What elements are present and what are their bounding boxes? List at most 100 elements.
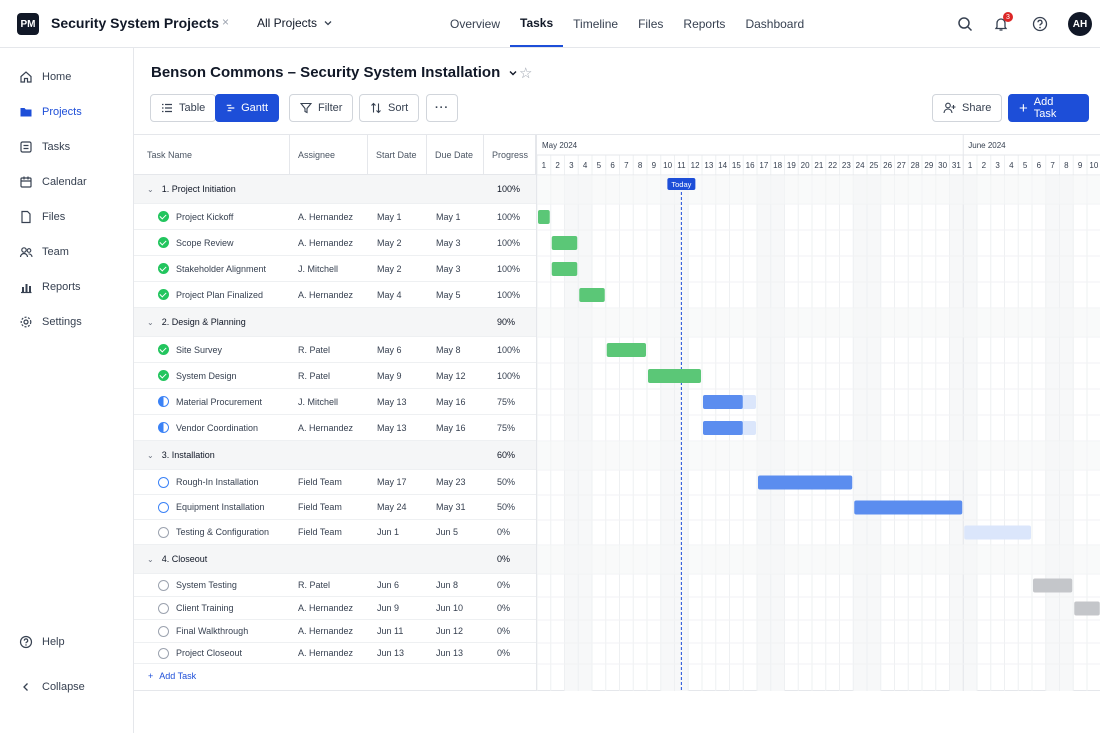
task-bar [551, 262, 578, 276]
avatar[interactable]: AH [1068, 12, 1092, 36]
status-done-icon[interactable] [158, 211, 169, 222]
collapse-button[interactable]: Collapse [19, 677, 85, 697]
reports-icon [21, 284, 32, 294]
table-row[interactable]: System Testing R. Patel Jun 6 Jun 8 0% [134, 574, 536, 597]
sidebar-item-files[interactable]: Files [19, 207, 65, 227]
column-header-task-name[interactable]: Task Name [134, 135, 290, 175]
sidebar-item-tasks[interactable]: Tasks [19, 137, 70, 157]
day-label: 25 [869, 161, 878, 170]
tab-dashboard[interactable]: Dashboard [745, 16, 805, 31]
table-row[interactable]: Site Survey R. Patel May 6 May 8 100% [134, 337, 536, 363]
day-label: 3 [995, 161, 1000, 170]
start-date-cell: Jun 6 [377, 580, 400, 590]
column-header-assignee[interactable]: Assignee [290, 135, 368, 175]
sidebar-item-help[interactable]: Help [19, 632, 65, 652]
day-label: 19 [787, 161, 796, 170]
task-name-cell: System Design [158, 363, 290, 388]
tab-overview[interactable]: Overview [450, 16, 501, 31]
start-date-cell: May 13 [377, 396, 407, 407]
status-todo-icon[interactable] [158, 526, 169, 538]
tab-tasks[interactable]: Tasks [510, 0, 564, 47]
more-icon: ··· [435, 102, 449, 114]
status-todo-icon[interactable] [158, 602, 169, 614]
chevron-down-icon[interactable]: ⌄ [147, 450, 154, 460]
sidebar-item-home[interactable]: Home [19, 67, 71, 87]
add-task-button[interactable]: + Add Task [1008, 94, 1089, 122]
share-button[interactable]: Share [932, 94, 1003, 122]
sidebar-item-projects[interactable]: Projects [19, 102, 82, 122]
gantt-view-button[interactable]: Gantt [215, 94, 279, 122]
group-row[interactable]: ⌄ 2. Design & Planning 90% [134, 308, 536, 337]
assignee-cell: J. Mitchell [298, 263, 339, 274]
table-row[interactable]: Project Kickoff A. Hernandez May 1 May 1 100… [134, 204, 536, 230]
table-row[interactable]: Final Walkthrough A. Hernandez Jun 11 Jun 1… [134, 620, 536, 643]
search-icon[interactable] [955, 14, 975, 34]
page-title[interactable]: Benson Commons – Security System Install… [151, 64, 518, 81]
task-bar [1033, 578, 1073, 593]
assignee-cell: Field Team [298, 527, 342, 537]
filter-button[interactable]: Filter [289, 94, 354, 122]
column-header-start-date[interactable]: Start Date [368, 135, 427, 175]
home-icon [20, 71, 32, 83]
star-icon[interactable]: ☆ [519, 65, 533, 82]
table-row[interactable]: Stakeholder Alignment J. Mitchell May 2 May… [134, 256, 536, 282]
status-half-icon[interactable] [158, 422, 169, 433]
help-icon[interactable] [1030, 14, 1050, 34]
chevron-down-icon[interactable]: ⌄ [147, 184, 154, 194]
progress-cell: 100% [497, 211, 521, 222]
table-row[interactable]: Vendor Coordination A. Hernandez May 13 May… [134, 415, 536, 441]
due-date-cell: Jun 10 [436, 603, 464, 613]
status-half-icon[interactable] [158, 396, 169, 407]
due-date-cell: May 8 [436, 344, 461, 355]
due-date-cell: May 16 [436, 422, 466, 433]
status-todo-icon[interactable] [158, 579, 169, 591]
group-row[interactable]: ⌄ 1. Project Initiation 100% [134, 175, 536, 204]
assignee-cell: A. Hernandez [298, 648, 354, 658]
project-select[interactable]: All Projects [257, 16, 333, 30]
status-done-icon[interactable] [158, 237, 169, 248]
column-header-due-date[interactable]: Due Date [427, 135, 484, 175]
progress-cell: 0% [497, 626, 511, 636]
tab-files[interactable]: Files [638, 16, 664, 31]
status-todo-icon[interactable] [158, 647, 169, 659]
table-view-button[interactable]: Table [150, 94, 217, 122]
status-done-icon[interactable] [158, 289, 169, 300]
table-row[interactable]: Client Training A. Hernandez Jun 9 Jun 10 0% [134, 597, 536, 620]
table-row[interactable]: Testing & Configuration Field Team Jun 1 Ju… [134, 520, 536, 545]
day-label: 27 [897, 161, 906, 170]
column-header-progress[interactable]: Progress [484, 135, 536, 175]
table-row[interactable]: Material Procurement J. Mitchell May 13 May… [134, 389, 536, 415]
start-date-cell: Jun 1 [377, 527, 400, 537]
status-open-icon[interactable] [158, 476, 169, 488]
status-done-icon[interactable] [158, 263, 169, 274]
assignee-cell: A. Hernandez [298, 422, 354, 433]
tab-timeline[interactable]: Timeline [573, 16, 619, 31]
group-row[interactable]: ⌄ 3. Installation 60% [134, 441, 536, 470]
tab-reports[interactable]: Reports [683, 16, 726, 31]
table-row[interactable]: Equipment Installation Field Team May 24 Ma… [134, 495, 536, 520]
sort-button[interactable]: Sort [359, 94, 420, 122]
table-row[interactable]: Scope Review A. Hernandez May 2 May 3 100% [134, 230, 536, 256]
sidebar-item-calendar[interactable]: Calendar [19, 172, 87, 192]
share-label: Share [962, 102, 992, 114]
status-open-icon[interactable] [158, 501, 169, 513]
gantt-view-label: Gantt [241, 102, 268, 114]
close-icon[interactable]: × [222, 15, 230, 29]
task-bar [758, 475, 853, 490]
project-select-label: All Projects [257, 16, 318, 30]
status-todo-icon[interactable] [158, 625, 169, 637]
table-row[interactable]: System Design R. Patel May 9 May 12 100% [134, 363, 536, 389]
table-row[interactable]: Project Closeout A. Hernandez Jun 13 Jun 13… [134, 643, 536, 664]
table-row[interactable]: Rough-In Installation Field Team May 17 May… [134, 470, 536, 495]
add-task-link[interactable]: + Add Task [148, 671, 196, 681]
status-done-icon[interactable] [158, 344, 169, 355]
group-row[interactable]: ⌄ 4. Closeout 0% [134, 545, 536, 574]
chevron-down-icon[interactable]: ⌄ [147, 554, 154, 564]
chevron-down-icon[interactable]: ⌄ [147, 317, 154, 327]
sidebar-item-settings[interactable]: Settings [19, 312, 82, 332]
table-row[interactable]: Project Plan Finalized A. Hernandez May 4 M… [134, 282, 536, 308]
sidebar-item-team[interactable]: Team [19, 242, 69, 262]
more-options-button[interactable]: ··· [426, 94, 458, 122]
status-done-icon[interactable] [158, 370, 169, 381]
sidebar-item-reports[interactable]: Reports [19, 277, 81, 297]
